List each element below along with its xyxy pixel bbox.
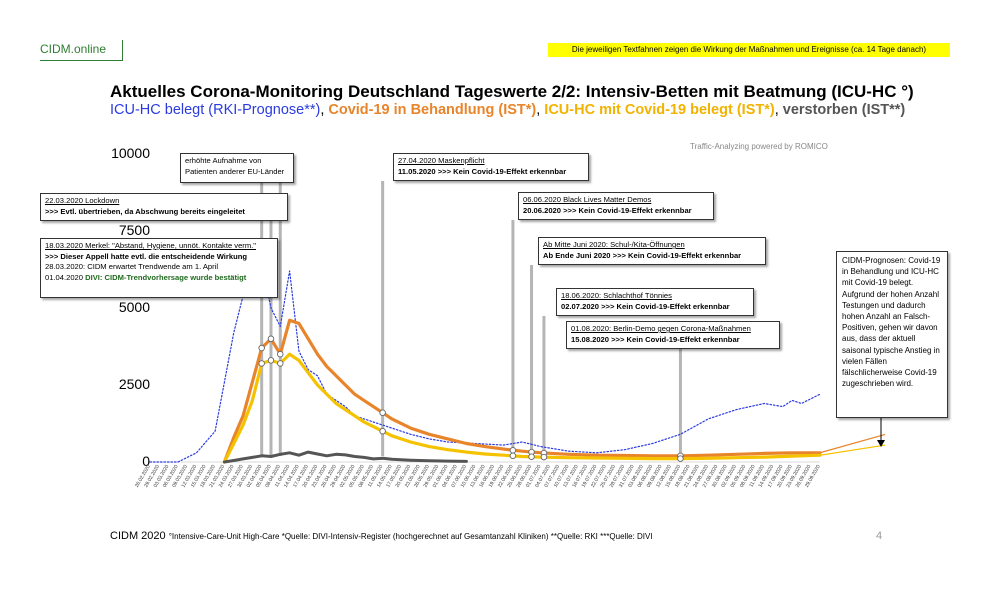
footer: CIDM 2020 °Intensive-Care-Unit High-Care… [110, 530, 653, 542]
annotation-line: 06.06.2020 Black Lives Matter Demos [523, 195, 652, 204]
annotation-line: 20.06.2020 >>> Kein Covid-19-Effekt erke… [523, 205, 692, 215]
series-deceased [222, 450, 468, 464]
subtitle-covid-treatment: Covid-19 in Behandlung (IST*) [328, 102, 537, 118]
y-tick-label: 7500 [118, 222, 150, 238]
event-marker-point [528, 453, 535, 461]
y-tick-label: 0 [142, 453, 150, 469]
series-icu-covid [222, 352, 822, 464]
annotation-line: 18.06.2020: Schlachthof Tönnies [561, 291, 672, 300]
event-marker-point [379, 409, 386, 416]
brand-divider [122, 40, 123, 60]
forecast-arrow-head [877, 440, 885, 447]
annotation-line: Patienten anderer EU-Länder [185, 166, 285, 176]
brand-underline [40, 60, 123, 61]
event-marker-point [677, 455, 684, 462]
y-tick-label: 5000 [118, 299, 150, 315]
forecast-line [819, 433, 886, 454]
page-subtitle: ICU-HC belegt (RKI-Prognose**), Covid-19… [110, 102, 905, 118]
subtitle-icu-covid: ICU-HC mit Covid-19 belegt (IST*) [544, 102, 775, 118]
annotation-line: 01.08.2020: Berlin-Demo gegen Corona-Maß… [571, 324, 751, 333]
series-rki-forecast [149, 258, 821, 463]
annotation-line: >>> Evtl. übertrieben, da Abschwung bere… [45, 206, 245, 216]
annotation-forecast: CIDM-Prognosen: Covid-19 in Behandlung u… [836, 251, 948, 418]
annotation-toennies: 18.06.2020: Schlachthof Tönnies 02.07.20… [556, 288, 754, 316]
subtitle-sep: , [320, 102, 329, 118]
annotation-line: 22.03.2020 Lockdown [45, 196, 120, 205]
annotation-line: >>> Dieser Appell hatte evtl. die entsch… [45, 251, 247, 261]
event-marker-point [277, 360, 284, 367]
event-marker-point [509, 452, 517, 460]
annotation-line: 28.03.2020: CIDM erwartet Trendwende am … [45, 262, 219, 271]
annotation-eu-patients: erhöhte Aufnahme von Patienten anderer E… [180, 153, 294, 183]
subtitle-sep: , [536, 102, 545, 118]
page-number: 4 [876, 530, 883, 542]
event-marker-point [540, 453, 548, 461]
page-title: Aktuelles Corona-Monitoring Deutschland … [110, 82, 914, 101]
annotation-line: Ab Mitte Juni 2020: Schul-/Kita-Öffnunge… [543, 240, 685, 249]
event-marker-point [258, 360, 265, 367]
forecast-line [819, 444, 886, 456]
annotation-merkel: 18.03.2020 Merkel: "Abstand, Hygiene, un… [40, 238, 278, 298]
brand-logo-text: CIDM.online [40, 42, 107, 56]
top-note-banner: Die jeweiligen Textfahnen zeigen die Wir… [548, 43, 950, 57]
event-marker-point [379, 427, 386, 435]
event-marker-point [509, 447, 517, 454]
y-tick-label: 10000 [111, 145, 150, 161]
annotation-line: 02.07.2020 >>> Kein Covid-19-Effekt erke… [561, 301, 730, 311]
subtitle-rki: ICU-HC belegt (RKI-Prognose**) [110, 102, 321, 118]
annotation-date: 01.04.2020 [45, 272, 86, 282]
annotation-line: 18.03.2020 Merkel: "Abstand, Hygiene, un… [45, 241, 256, 250]
annotation-line: 11.05.2020 >>> Kein Covid-19-Effekt erke… [398, 166, 567, 176]
annotation-blm-demos: 06.06.2020 Black Lives Matter Demos 20.0… [518, 192, 714, 220]
footer-sources: °Intensive-Care-Unit High-Care *Quelle: … [168, 532, 653, 541]
annotation-schools: Ab Mitte Juni 2020: Schul-/Kita-Öffnunge… [538, 237, 766, 265]
event-marker-point [277, 350, 284, 358]
footer-main: CIDM 2020 [110, 530, 166, 542]
annotation-line: 27.04.2020 Maskenpflicht [398, 156, 485, 165]
event-marker-point [258, 344, 265, 352]
subtitle-sep: , [774, 102, 783, 118]
annotation-line: Ab Ende Juni 2020 >>> Kein Covid-19-Effe… [543, 250, 742, 260]
event-marker-point [267, 357, 275, 364]
annotation-lockdown: 22.03.2020 Lockdown >>> Evtl. übertriebe… [40, 193, 288, 221]
subtitle-deceased: verstorben (IST**) [782, 102, 906, 118]
annotation-line: 01.04.2020 DIVI: CIDM-Trendvorhersage wu… [45, 273, 273, 284]
y-tick-label: 2500 [118, 376, 150, 392]
annotation-maskenpflicht: 27.04.2020 Maskenpflicht 11.05.2020 >>> … [393, 153, 589, 181]
traffic-credit: Traffic-Analyzing powered by ROMICO [690, 142, 828, 151]
annotation-confirmation: DIVI: CIDM-Trendvorhersage wurde bestäti… [85, 272, 247, 282]
annotation-berlin-demo: 01.08.2020: Berlin-Demo gegen Corona-Maß… [566, 321, 780, 349]
annotation-line: erhöhte Aufnahme von [185, 156, 262, 165]
annotation-line: 15.08.2020 >>> Kein Covid-19-Effekt erke… [571, 334, 740, 344]
event-marker-point [267, 335, 275, 343]
